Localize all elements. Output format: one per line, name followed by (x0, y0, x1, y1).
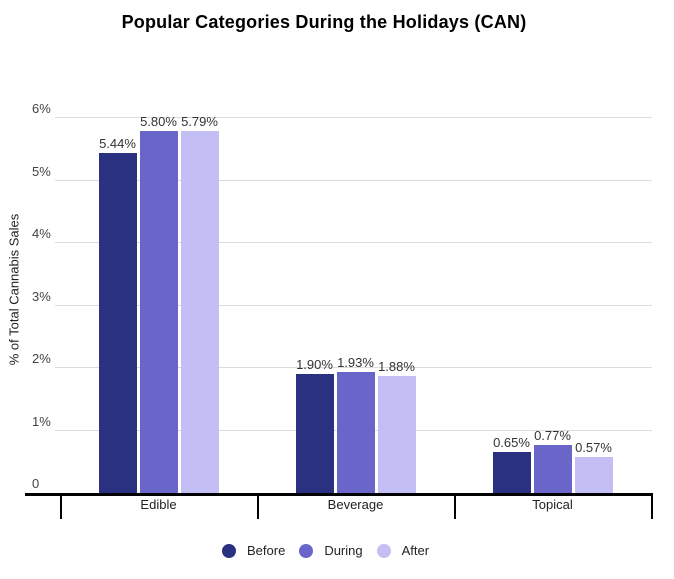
y-axis-tick-label: 1% (32, 413, 51, 429)
gridline (55, 367, 652, 368)
y-axis-tick-label: 2% (32, 351, 51, 366)
chart-title: Popular Categories During the Holidays (… (121, 12, 527, 32)
bar-before-beverage[interactable] (295, 374, 334, 493)
bar-during-edible[interactable] (139, 130, 178, 493)
value-label: 0.57% (575, 440, 612, 456)
value-label: 0.77% (534, 427, 571, 443)
bar-before-edible[interactable] (98, 153, 137, 493)
legend: Before During After (222, 543, 429, 558)
bar-during-topical[interactable] (533, 444, 572, 493)
y-axis-tick-label: 6% (32, 101, 51, 116)
value-label: 5.44% (99, 136, 136, 151)
x-axis-category-label: Beverage (327, 497, 384, 512)
legend-label: After (401, 543, 430, 558)
x-axis-tick (257, 493, 259, 519)
bar-after-edible[interactable] (180, 131, 219, 493)
y-axis-tick-label: 4% (32, 226, 51, 241)
y-axis-title: % of Total Cannabis Sales (6, 213, 22, 366)
gridline (55, 117, 652, 118)
bar-before-topical[interactable] (492, 452, 531, 493)
bar-during-beverage[interactable] (336, 372, 375, 493)
legend-swatch-during (299, 543, 314, 558)
x-axis-line (25, 493, 653, 496)
legend-label: Before (247, 543, 286, 558)
value-label: 0.65% (493, 435, 530, 451)
legend-swatch-after (376, 543, 391, 558)
y-axis-tick-label: 0 (32, 476, 40, 491)
legend-item-before: Before (222, 543, 285, 558)
gridline (55, 242, 652, 243)
y-axis-tick-label: 3% (32, 288, 51, 304)
value-label: 1.93% (337, 355, 374, 371)
y-axis-tick-label: 5% (32, 163, 51, 179)
x-axis-tick (454, 493, 456, 519)
legend-label: During (324, 543, 363, 558)
value-label: 1.90% (296, 357, 333, 373)
x-axis-tick (60, 493, 62, 519)
value-label: 5.80% (140, 113, 177, 129)
value-label: 5.79% (181, 114, 218, 130)
gridline (55, 179, 652, 181)
x-axis-tick (651, 493, 653, 519)
value-label: 1.88% (378, 358, 415, 374)
x-axis-category-label: Edible (140, 497, 177, 512)
legend-item-after: After (376, 543, 430, 558)
legend-swatch-before (222, 543, 236, 558)
x-axis-category-label: Topical (532, 497, 573, 512)
legend-item-during: During (299, 543, 363, 558)
gridline (55, 304, 652, 306)
bar-after-beverage[interactable] (377, 375, 416, 493)
bar-after-topical[interactable] (574, 457, 613, 493)
